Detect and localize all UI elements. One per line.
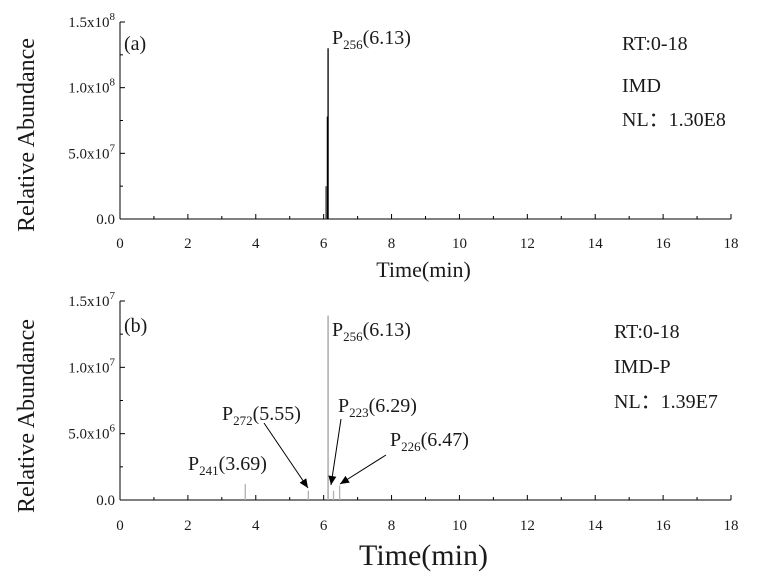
- peak-annotation: P223(6.29): [338, 395, 417, 420]
- x-tick-label: 16: [656, 236, 672, 252]
- y-axis-title: Relative Abundance: [14, 319, 40, 513]
- y-tick-label: 1.5x107: [68, 290, 115, 310]
- y-tick-label: 1.5x108: [68, 11, 115, 31]
- x-tick-label: 14: [588, 236, 604, 252]
- x-tick-label: 10: [452, 236, 467, 252]
- y-tick-label: 5.0x106: [68, 423, 115, 443]
- info-text: NL：1.39E7: [614, 391, 718, 413]
- annotation-arrow-head: [328, 475, 337, 485]
- x-tick-label: 6: [320, 518, 328, 534]
- y-tick-label: 5.0x107: [68, 142, 115, 162]
- peak-annotation: P256(6.13): [332, 27, 411, 52]
- y-axis-title: Relative Abundance: [14, 38, 40, 232]
- panel-label: (b): [124, 315, 147, 337]
- x-tick-label: 2: [184, 236, 192, 252]
- x-tick-label: 6: [320, 236, 328, 252]
- x-tick-label: 8: [388, 236, 396, 252]
- info-text: RT:0-18: [614, 321, 680, 343]
- annotation-arrow-head: [299, 478, 308, 488]
- annotation-arrow-line: [263, 422, 309, 489]
- x-tick-label: 14: [588, 518, 604, 534]
- x-tick-label: 0: [116, 518, 124, 534]
- panel-b: 0 2 4 6 8 10 12 14 16 18 0.0 5.0x106 1.0x107 1.5x107 T…: [14, 290, 739, 572]
- peak-annotation: P272(5.55): [222, 403, 301, 428]
- x-tick-label: 8: [388, 518, 396, 534]
- panel-a: 0 2 4 6 8 10 12 14 16 18 0.0 5.0x107 1.0x108 1.5x108 T…: [14, 11, 739, 282]
- x-axis-title: Time(min): [376, 257, 471, 282]
- x-tick-label: 18: [724, 236, 739, 252]
- x-tick-label: 4: [252, 518, 260, 534]
- y-tick-label: 1.0x107: [68, 356, 115, 376]
- x-tick-label: 4: [252, 236, 260, 252]
- peak-annotation: P241(3.69): [188, 453, 267, 478]
- info-text: RT:0-18: [622, 33, 688, 55]
- info-text: IMD-P: [614, 356, 671, 378]
- y-tick-label: 0.0: [96, 493, 115, 509]
- x-tick-label: 12: [520, 518, 535, 534]
- x-tick-label: 16: [656, 518, 672, 534]
- x-tick-label: 18: [724, 518, 739, 534]
- panel-label: (a): [124, 33, 146, 55]
- annotation-arrow-head: [340, 475, 350, 484]
- x-tick-label: 10: [452, 518, 467, 534]
- peak-annotation: P226(6.47): [390, 429, 469, 454]
- annotation-arrow-line: [339, 454, 387, 485]
- annotation-arrow-line: [330, 418, 342, 486]
- y-tick-label: 0.0: [96, 212, 115, 228]
- peak-annotation: P256(6.13): [332, 319, 411, 344]
- x-tick-label: 2: [184, 518, 192, 534]
- y-tick-label: 1.0x108: [68, 77, 115, 97]
- x-tick-label: 12: [520, 236, 535, 252]
- x-axis-title: Time(min): [359, 539, 488, 572]
- x-tick-label: 0: [116, 236, 124, 252]
- info-text: IMD: [622, 75, 661, 97]
- info-text: NL：1.30E8: [622, 109, 726, 131]
